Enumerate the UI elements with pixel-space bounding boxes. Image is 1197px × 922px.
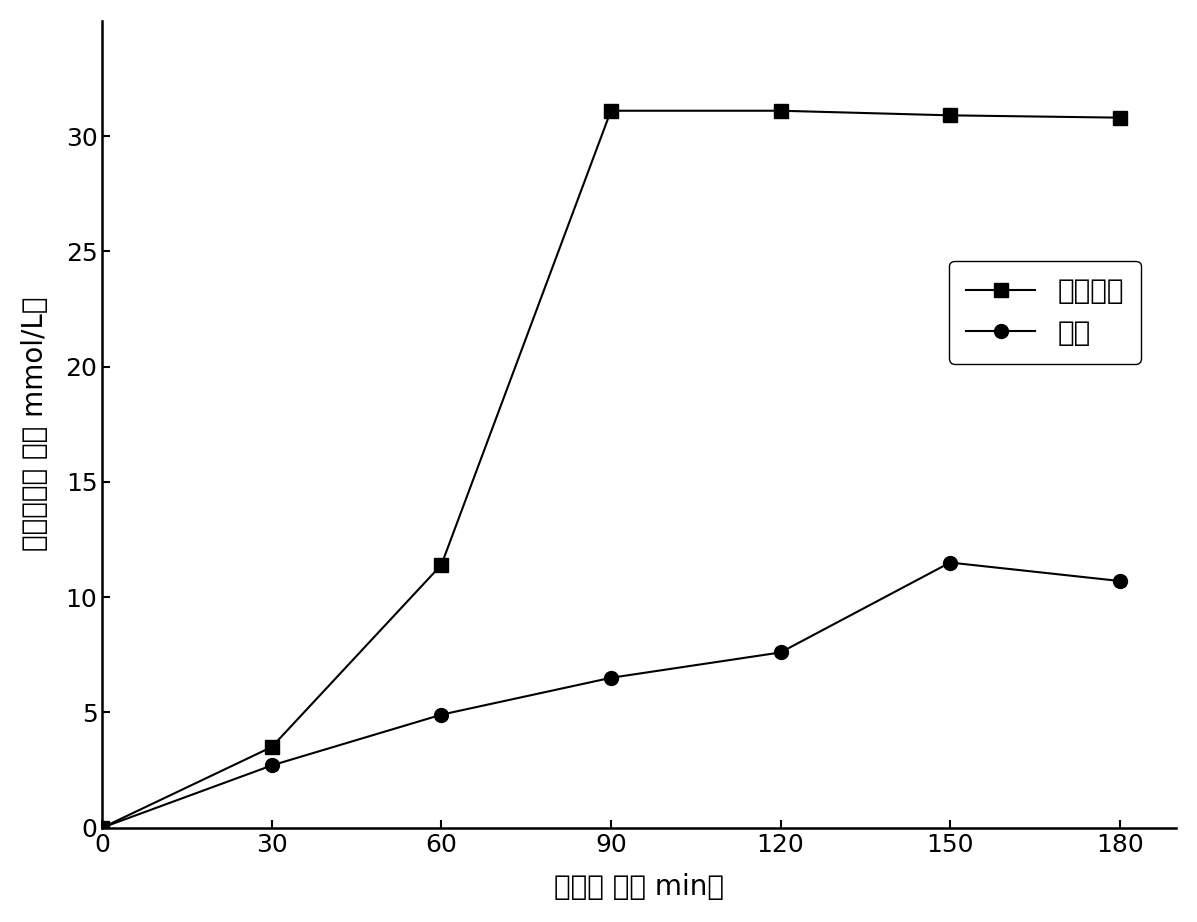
镀铁碳片 — [773, 105, 788, 116]
Legend: 镀铁碳片, 铁片: 镀铁碳片, 铁片 — [949, 261, 1141, 364]
镀铁碳片 — [1112, 112, 1126, 124]
Line: 镀铁碳片: 镀铁碳片 — [96, 104, 1126, 834]
铁片 — [603, 672, 618, 683]
Line: 铁片: 铁片 — [96, 556, 1126, 834]
镀铁碳片 — [95, 822, 109, 833]
镀铁碳片 — [435, 560, 449, 571]
X-axis label: 电解时 间（ min）: 电解时 间（ min） — [554, 873, 724, 901]
Y-axis label: 高铁酸钔浓 度（ mmol/L）: 高铁酸钔浓 度（ mmol/L） — [20, 297, 49, 551]
镀铁碳片 — [265, 741, 279, 752]
镀铁碳片 — [943, 110, 958, 121]
铁片 — [943, 557, 958, 568]
镀铁碳片 — [603, 105, 618, 116]
铁片 — [773, 647, 788, 658]
铁片 — [1112, 575, 1126, 586]
铁片 — [95, 822, 109, 833]
铁片 — [265, 760, 279, 771]
铁片 — [435, 709, 449, 720]
